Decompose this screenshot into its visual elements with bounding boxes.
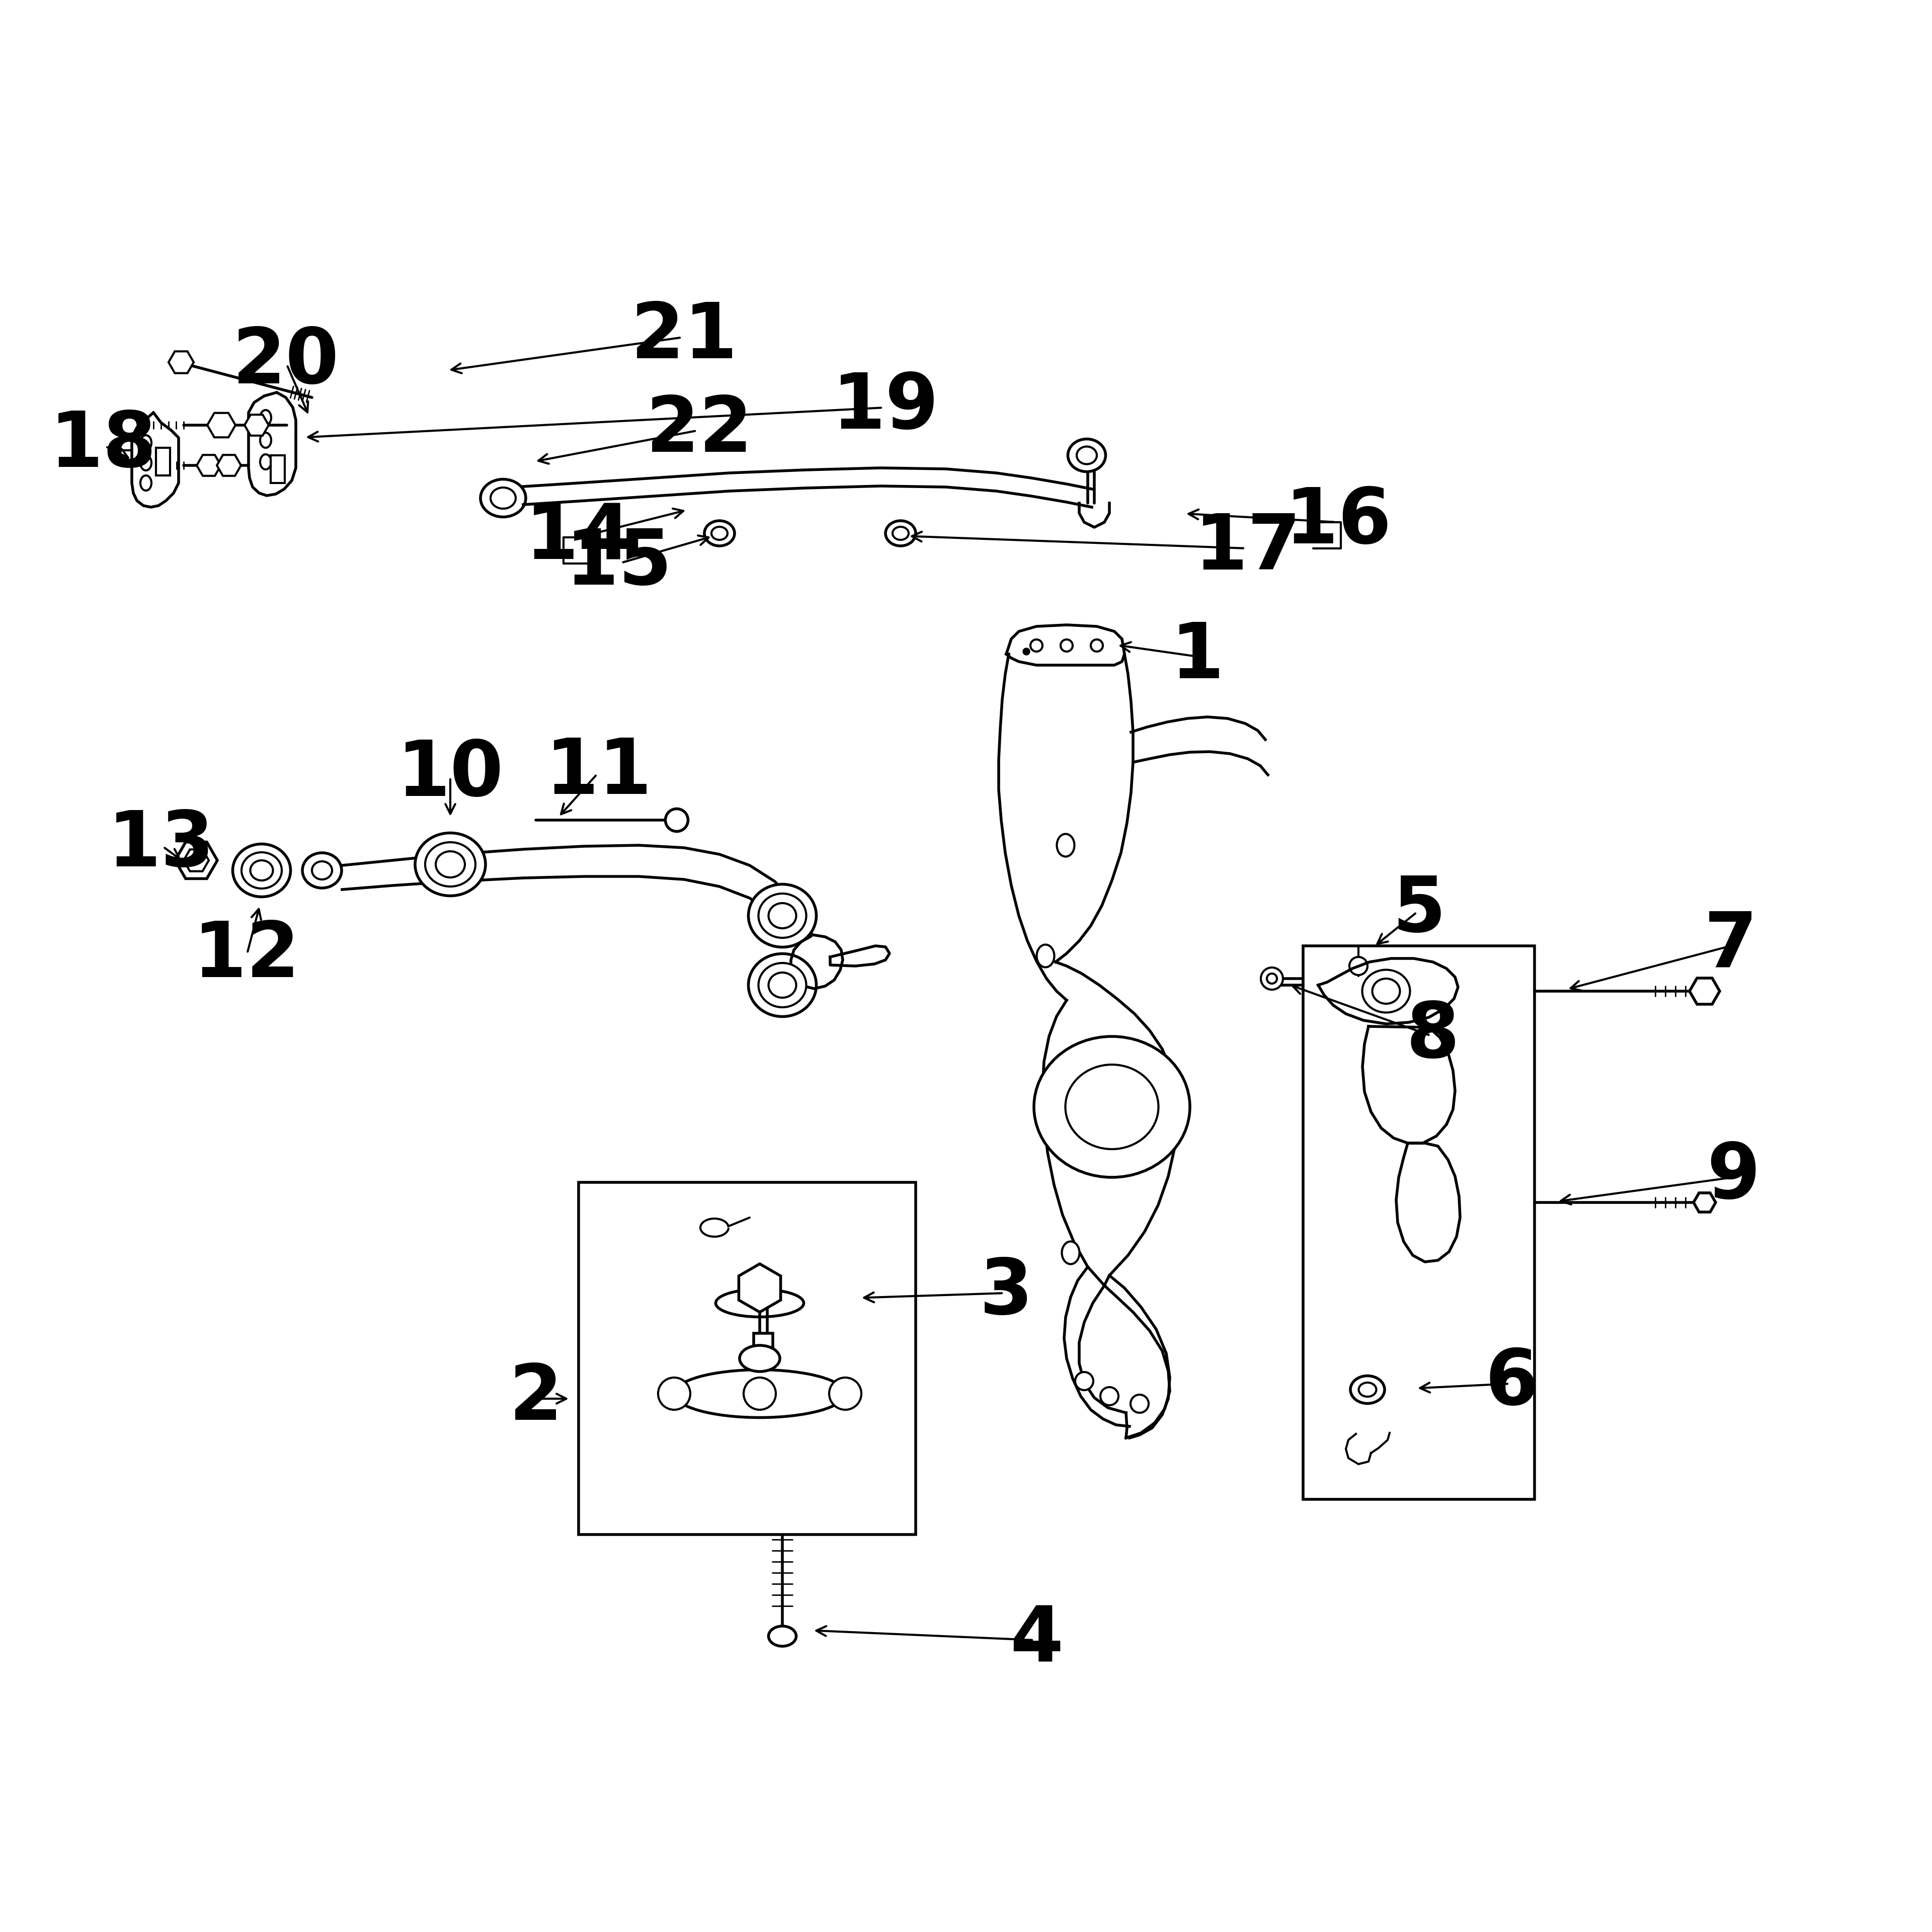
Text: 7: 7 [1704,908,1758,983]
Bar [270,456,284,483]
Polygon shape [131,413,178,506]
Polygon shape [249,392,296,497]
Circle shape [1101,1387,1119,1405]
Ellipse shape [141,475,151,491]
Ellipse shape [665,810,688,831]
Ellipse shape [748,885,817,947]
Circle shape [1130,1395,1150,1412]
Text: 10: 10 [396,738,504,811]
Text: 20: 20 [232,325,340,400]
Polygon shape [1080,502,1109,527]
Ellipse shape [1034,1036,1190,1177]
Ellipse shape [1057,835,1074,856]
Text: 18: 18 [50,408,156,483]
Ellipse shape [769,902,796,927]
Text: 12: 12 [193,918,299,993]
Bar [1302,947,1534,1499]
Circle shape [1061,639,1072,651]
Text: 16: 16 [1285,485,1391,560]
Ellipse shape [425,842,475,887]
Ellipse shape [261,410,270,425]
Polygon shape [831,947,889,966]
Ellipse shape [705,522,734,547]
Ellipse shape [141,456,151,469]
Ellipse shape [141,435,151,450]
Ellipse shape [759,962,806,1007]
Ellipse shape [769,972,796,997]
Ellipse shape [1350,1376,1385,1403]
Ellipse shape [715,1289,804,1318]
Text: 4: 4 [1010,1604,1063,1677]
Circle shape [1267,974,1277,983]
Ellipse shape [261,433,270,448]
Circle shape [1022,647,1030,655]
Circle shape [659,1378,690,1410]
Text: 17: 17 [1194,510,1302,585]
Circle shape [108,444,120,456]
Bar [753,1333,773,1368]
Circle shape [829,1378,862,1410]
Ellipse shape [481,479,526,518]
Ellipse shape [885,522,916,547]
Text: 1: 1 [1171,618,1225,694]
Ellipse shape [1065,1065,1159,1150]
Circle shape [1076,1372,1094,1391]
Ellipse shape [311,862,332,879]
Circle shape [1349,956,1368,976]
Ellipse shape [759,893,806,937]
Text: 19: 19 [833,371,939,444]
Bar [156,448,170,475]
Ellipse shape [303,852,342,889]
Ellipse shape [437,852,466,877]
Circle shape [1262,968,1283,989]
Polygon shape [1007,624,1124,665]
Ellipse shape [242,852,282,889]
Text: 22: 22 [645,392,753,468]
Ellipse shape [1372,980,1401,1005]
Ellipse shape [261,454,270,469]
Text: 21: 21 [630,299,738,375]
Ellipse shape [1063,1242,1080,1264]
Circle shape [1092,639,1103,651]
Text: 11: 11 [545,734,653,810]
Ellipse shape [674,1370,846,1418]
Text: 6: 6 [1486,1347,1538,1422]
Ellipse shape [769,1627,796,1646]
Polygon shape [1318,958,1459,1024]
Text: 5: 5 [1393,873,1445,949]
Text: 15: 15 [566,526,672,601]
Text: 9: 9 [1706,1140,1760,1215]
Ellipse shape [1037,945,1055,968]
Ellipse shape [415,833,485,896]
Ellipse shape [251,860,272,881]
Ellipse shape [491,487,516,508]
Ellipse shape [740,1345,781,1372]
Ellipse shape [1358,1383,1376,1397]
Ellipse shape [232,844,290,896]
Polygon shape [1362,1026,1455,1144]
Text: 14: 14 [526,500,632,576]
Text: 13: 13 [108,808,214,883]
Bar [578,1182,916,1534]
Polygon shape [790,935,842,989]
Circle shape [744,1378,777,1410]
Ellipse shape [1068,439,1105,471]
Ellipse shape [711,527,728,539]
Polygon shape [1397,1144,1461,1262]
Text: 3: 3 [980,1256,1034,1331]
Ellipse shape [893,527,908,539]
Text: 2: 2 [510,1362,562,1435]
Ellipse shape [1362,970,1410,1012]
Text: 8: 8 [1406,999,1461,1074]
Ellipse shape [748,954,817,1016]
Ellipse shape [1076,446,1097,464]
Circle shape [1030,639,1043,651]
